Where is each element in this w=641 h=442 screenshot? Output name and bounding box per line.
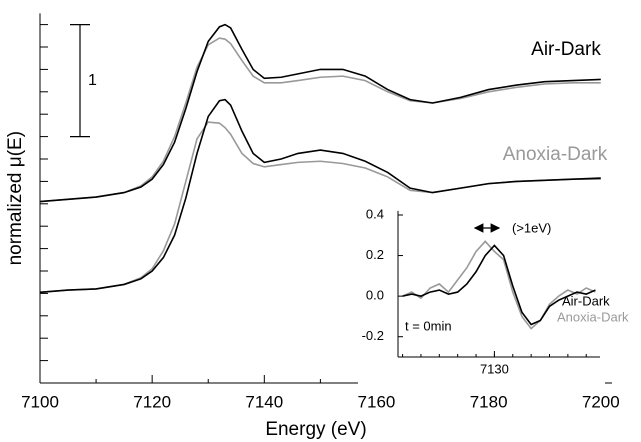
inset-time-label: t = 0min (405, 318, 452, 333)
inset-curve-label: Air-Dark (562, 293, 610, 308)
inset-x-tick-label: 7130 (480, 361, 509, 376)
inset-y-tick-label: 0.0 (366, 288, 384, 303)
data-line (402, 240, 596, 330)
x-tick-label: 7160 (358, 392, 396, 411)
x-tick-label: 7120 (133, 392, 171, 411)
inset-curve-label: Anoxia-Dark (557, 309, 629, 324)
x-tick-label: 7100 (21, 392, 59, 411)
data-line (39, 98, 601, 294)
y-axis-label: normalized μ(E) (5, 131, 26, 265)
inset-y-tick-label: -0.2 (362, 328, 384, 343)
curve-label: Air-Dark (531, 39, 601, 60)
inset-y-tick-label: 0.4 (366, 206, 384, 221)
data-line (402, 244, 596, 326)
inset-y-tick-label: 0.2 (366, 247, 384, 262)
curve-label: Anoxia-Dark (503, 144, 608, 165)
x-tick-label: 7140 (245, 392, 283, 411)
x-tick-label: 7200 (582, 392, 620, 411)
inset-annotation: (>1eV) (512, 220, 551, 235)
x-axis-label: Energy (eV) (265, 419, 366, 440)
data-line (39, 23, 601, 203)
scale-bar-label: 1 (88, 72, 97, 89)
x-tick-label: 7180 (470, 392, 508, 411)
data-line (39, 37, 601, 203)
